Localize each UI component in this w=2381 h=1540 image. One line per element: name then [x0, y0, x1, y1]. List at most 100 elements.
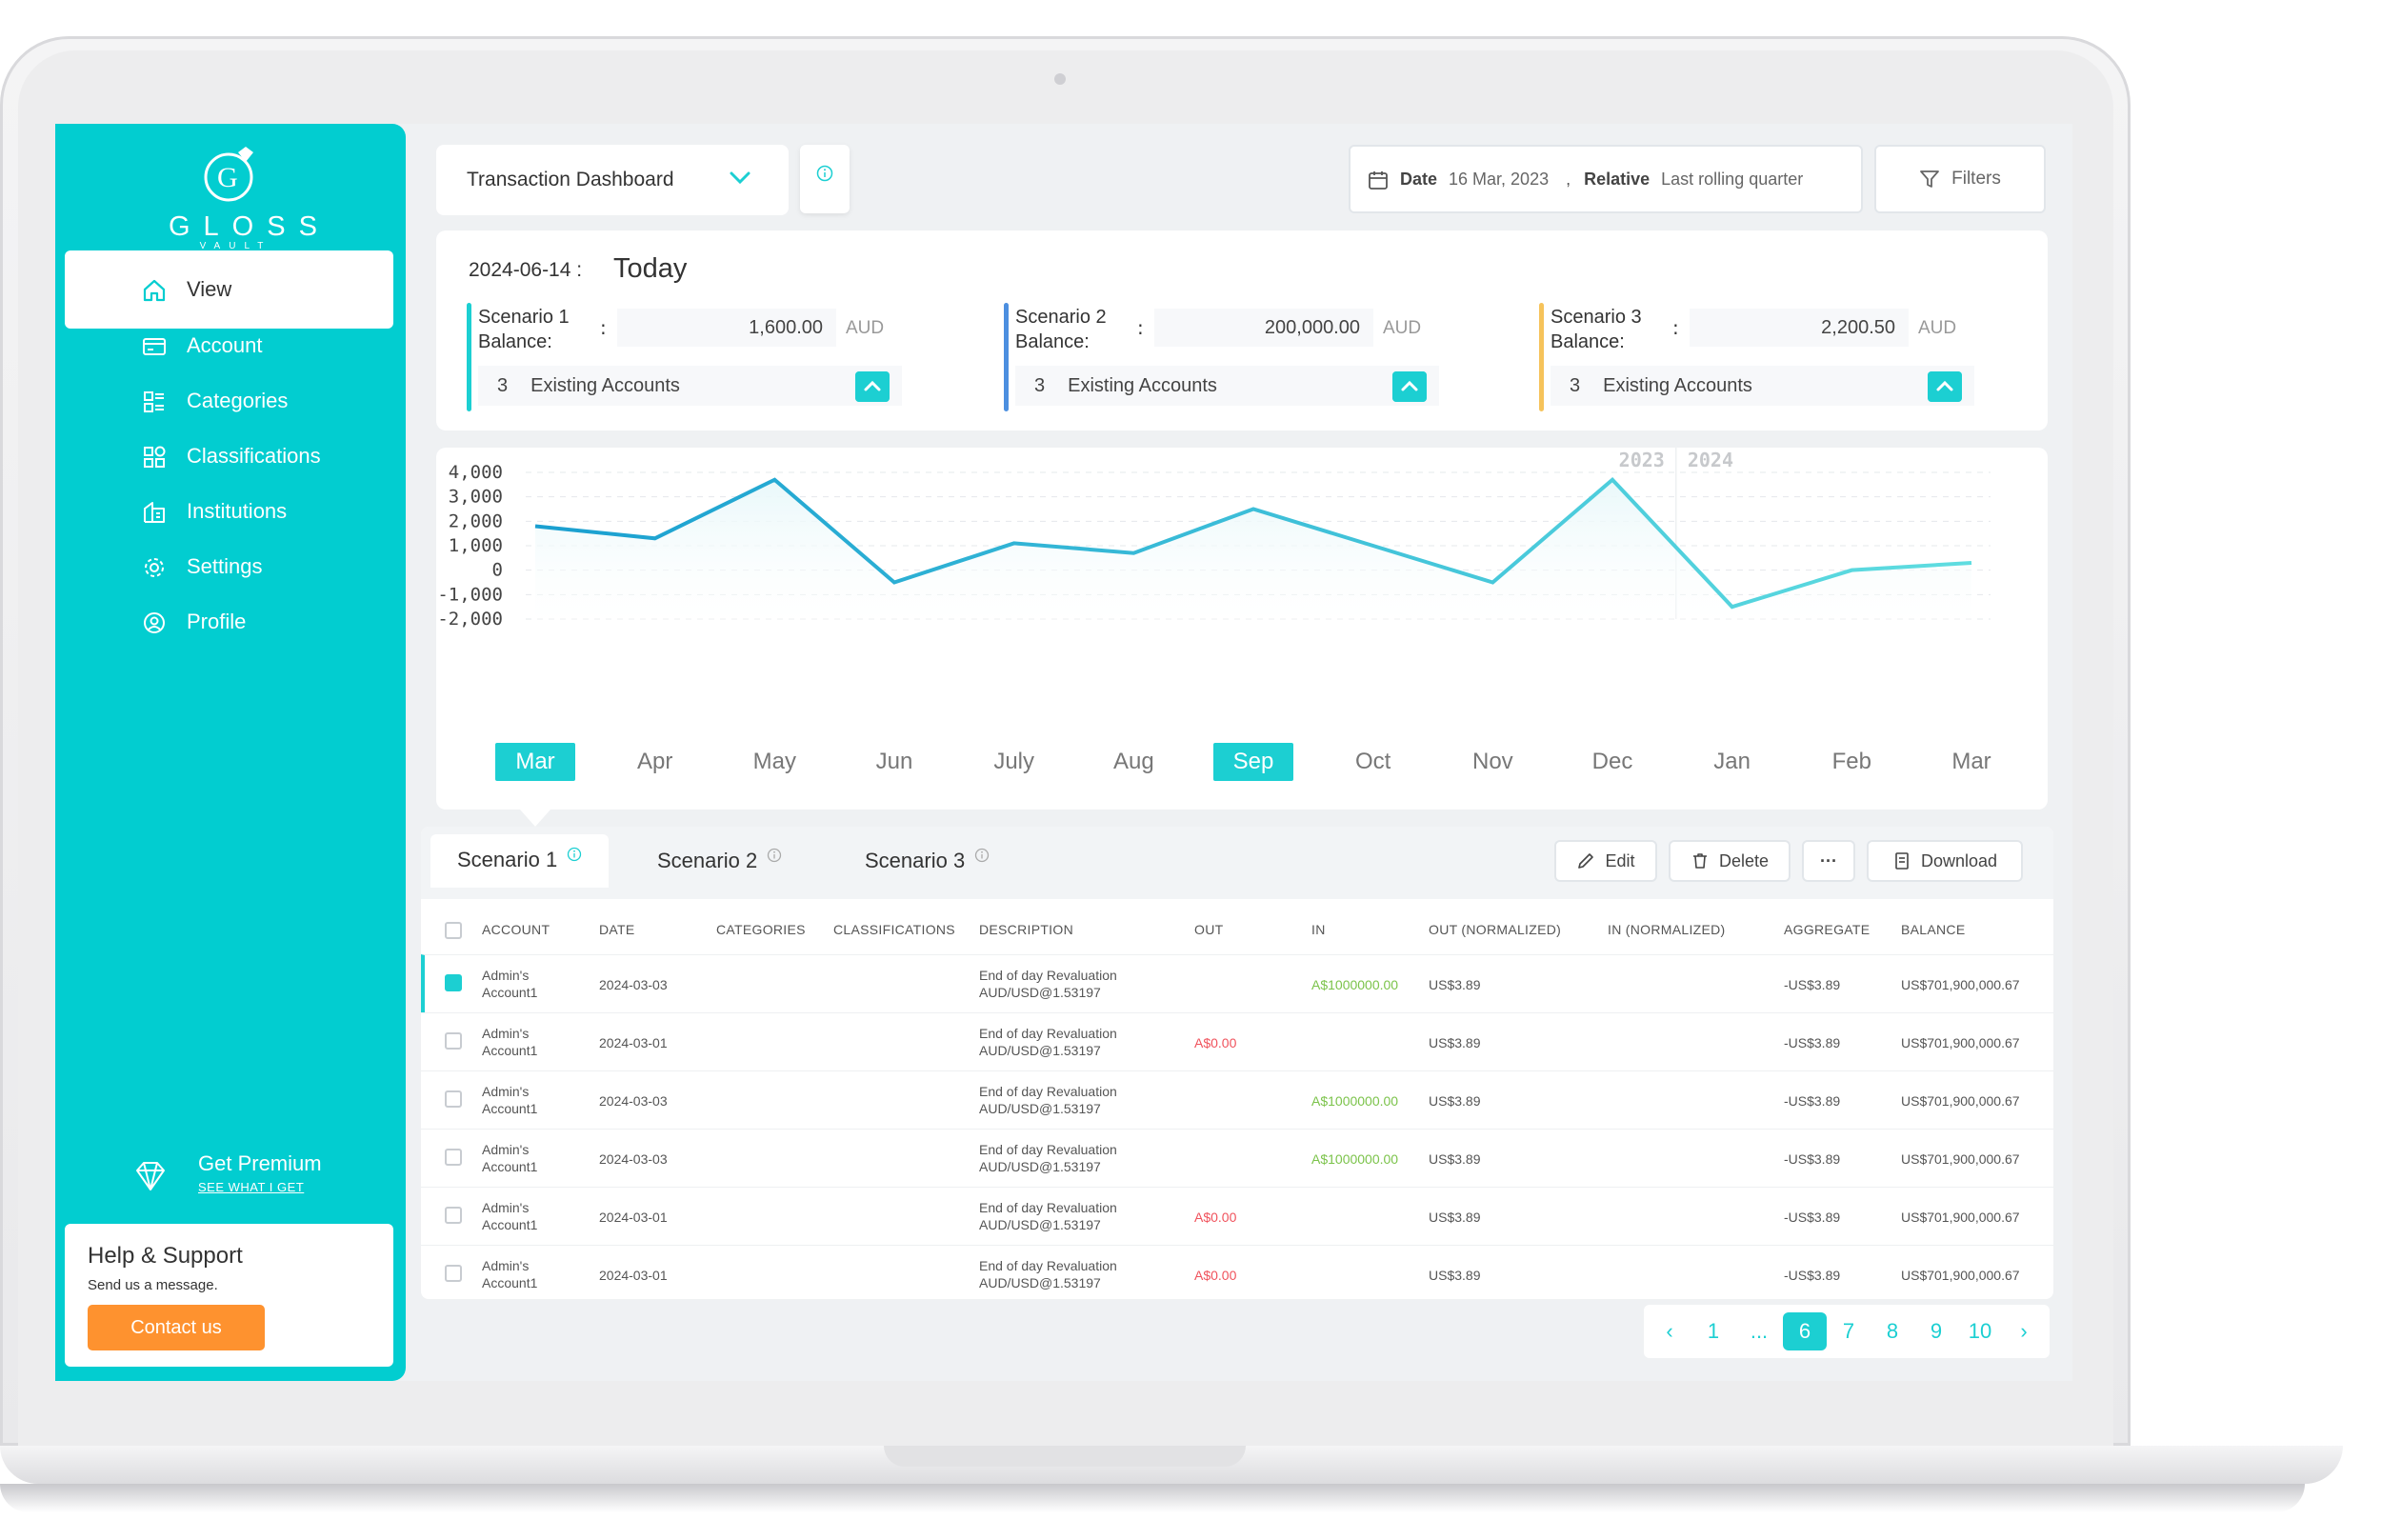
data-point	[892, 581, 896, 585]
col-description[interactable]: DESCRIPTION	[979, 922, 1073, 937]
filters-button[interactable]: Filters	[1874, 145, 2046, 213]
year-label: 2024	[1688, 449, 1733, 471]
table-row[interactable]: Admin's Account1 2024-03-03 End of day Reva…	[421, 1129, 2053, 1187]
scenario-accounts[interactable]: 3 Existing Accounts	[1015, 366, 1439, 406]
sidebar-item-classifications[interactable]: Classifications	[65, 417, 393, 495]
sidebar-item-settings[interactable]: Settings	[65, 528, 393, 606]
download-button[interactable]: Download	[1867, 840, 2023, 882]
prev-page-button[interactable]: ‹	[1666, 1319, 1673, 1343]
col-in[interactable]: IN	[1311, 922, 1326, 937]
select-all-checkbox[interactable]	[445, 922, 462, 939]
scenario-balance: 1,600.00	[617, 309, 836, 347]
chevron-up-icon[interactable]	[1928, 371, 1962, 402]
month-label-feb[interactable]: Feb	[1831, 749, 1871, 774]
sidebar-item-view[interactable]: View	[65, 250, 393, 329]
cell-out: A$0.00	[1194, 1210, 1237, 1225]
edit-button[interactable]: Edit	[1554, 840, 1657, 882]
row-checkbox[interactable]	[445, 1265, 462, 1282]
info-icon	[975, 848, 990, 863]
cell-balance: US$701,900,000.67	[1901, 1210, 2020, 1225]
month-label-sep[interactable]: Sep	[1213, 743, 1293, 781]
sidebar-item-account[interactable]: Account	[65, 307, 393, 385]
month-label-nov[interactable]: Nov	[1471, 749, 1513, 774]
sidebar-item-institutions[interactable]: Institutions	[65, 472, 393, 550]
tab-scenario-3[interactable]: Scenario 3	[838, 834, 1016, 888]
row-checkbox[interactable]	[445, 1032, 462, 1050]
brand-name: GLOSS	[169, 211, 330, 242]
bank-icon	[144, 502, 165, 523]
page-7[interactable]: 7	[1842, 1319, 1855, 1343]
scenario-accounts[interactable]: 3 Existing Accounts	[1551, 366, 1974, 406]
cell-account: Admin's Account1	[482, 1026, 538, 1058]
month-label-jan[interactable]: Jan	[1713, 749, 1751, 774]
col-classifications[interactable]: CLASSIFICATIONS	[833, 922, 955, 937]
table-row[interactable]: Admin's Account1 2024-03-01 End of day Reva…	[421, 1187, 2053, 1245]
scenario-name: Scenario 1 Balance:	[478, 307, 570, 352]
row-checkbox[interactable]	[445, 1149, 462, 1166]
month-label-jun[interactable]: Jun	[875, 749, 913, 774]
get-premium[interactable]: Get Premium SEE WHAT I GET	[65, 1138, 393, 1214]
info-button[interactable]	[800, 145, 850, 213]
date-range-picker[interactable]: Date 16 Mar, 2023 , Relative Last rollin…	[1349, 145, 1863, 213]
col-categories[interactable]: CATEGORIES	[716, 922, 806, 937]
scenario-2-summary: Scenario 2 Balance: : 200,000.00 AUD 3 Ex…	[1004, 303, 1451, 411]
tab-scenario-1[interactable]: Scenario 1	[430, 834, 610, 888]
col-date[interactable]: DATE	[599, 922, 635, 937]
info-icon	[816, 165, 833, 182]
month-label-dec[interactable]: Dec	[1591, 749, 1633, 774]
row-checkbox[interactable]	[445, 1090, 462, 1108]
help-subtitle: Send us a message.	[88, 1277, 218, 1293]
user-circle-icon	[144, 612, 165, 633]
col-out-normalized[interactable]: OUT (NORMALIZED)	[1429, 922, 1562, 937]
cell-balance: US$701,900,000.67	[1901, 977, 2020, 992]
col-balance[interactable]: BALANCE	[1901, 922, 1966, 937]
next-page-button[interactable]: ›	[2020, 1319, 2028, 1343]
page-8[interactable]: 8	[1886, 1319, 1899, 1343]
row-checkbox[interactable]	[445, 974, 462, 991]
month-label-apr[interactable]: Apr	[636, 749, 673, 774]
month-label-july[interactable]: July	[993, 749, 1034, 774]
sidebar-item-label: View	[187, 277, 232, 301]
dashboard-select[interactable]: Transaction Dashboard	[436, 145, 789, 215]
contact-us-button[interactable]: Contact us	[88, 1305, 265, 1350]
delete-button[interactable]: Delete	[1669, 840, 1791, 882]
month-label-mar[interactable]: Mar	[495, 743, 575, 781]
y-tick-label: 3,000	[449, 487, 503, 508]
col-out[interactable]: OUT	[1194, 922, 1224, 937]
tab-scenario-2[interactable]: Scenario 2	[630, 834, 809, 888]
more-button[interactable]: ···	[1802, 840, 1855, 882]
cell-account: Admin's Account1	[482, 1258, 538, 1290]
scenario-accounts[interactable]: 3 Existing Accounts	[478, 366, 902, 406]
premium-link[interactable]: SEE WHAT I GET	[198, 1180, 305, 1194]
col-account[interactable]: ACCOUNT	[482, 922, 550, 937]
sidebar-item-profile[interactable]: Profile	[65, 583, 393, 661]
page-6[interactable]: 6	[1783, 1312, 1827, 1350]
month-label-aug[interactable]: Aug	[1112, 749, 1154, 774]
table-row[interactable]: Admin's Account1 2024-03-03 End of day Reva…	[421, 954, 2053, 1012]
data-point	[1491, 581, 1494, 585]
page-1[interactable]: 1	[1707, 1319, 1720, 1343]
col-in-normalized[interactable]: IN (NORMALIZED)	[1608, 922, 1726, 937]
help-title: Help & Support	[88, 1243, 243, 1269]
area-fill	[535, 479, 1971, 623]
home-icon	[143, 279, 166, 302]
sidebar-item-categories[interactable]: Categories	[65, 362, 393, 440]
table-row[interactable]: Admin's Account1 2024-03-03 End of day Reva…	[421, 1070, 2053, 1129]
row-checkbox[interactable]	[445, 1207, 462, 1224]
month-label-oct[interactable]: Oct	[1354, 749, 1391, 774]
page-9[interactable]: 9	[1930, 1319, 1943, 1343]
col-aggregate[interactable]: AGGREGATE	[1784, 922, 1871, 937]
scenario-currency: AUD	[1918, 318, 1957, 338]
cell-balance: US$701,900,000.67	[1901, 1093, 2020, 1109]
chevron-up-icon[interactable]	[1392, 371, 1427, 402]
sidebar-item-label: Classifications	[187, 444, 321, 468]
table-row[interactable]: Admin's Account1 2024-03-01 End of day Reva…	[421, 1245, 2053, 1299]
month-label-may[interactable]: May	[752, 749, 796, 774]
brand-logo: G GLOSS VAULT	[155, 143, 330, 257]
cell-date: 2024-03-03	[599, 977, 668, 992]
table-row[interactable]: Admin's Account1 2024-03-01 End of day Reva…	[421, 1012, 2053, 1070]
page-10[interactable]: 10	[1968, 1319, 1992, 1343]
chevron-up-icon[interactable]	[855, 371, 890, 402]
month-label-mar[interactable]: Mar	[1951, 749, 1991, 774]
